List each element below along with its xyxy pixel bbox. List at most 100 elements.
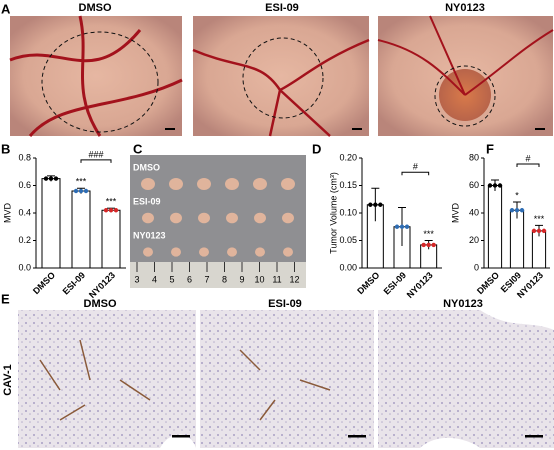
axis-label: CAV-1 bbox=[2, 364, 14, 396]
tumor bbox=[281, 178, 295, 190]
data-point bbox=[509, 208, 515, 213]
row-label: DMSO bbox=[133, 162, 160, 172]
data-point bbox=[541, 228, 547, 234]
data-point bbox=[378, 202, 383, 207]
x-tick-label: NY0123 bbox=[405, 270, 435, 300]
row-label: NY0123 bbox=[133, 230, 166, 240]
significance: # bbox=[413, 162, 418, 172]
bar bbox=[509, 209, 525, 269]
tumor bbox=[283, 247, 293, 257]
data-point bbox=[497, 183, 503, 188]
bar bbox=[487, 185, 503, 269]
tumor bbox=[141, 178, 155, 190]
data-point bbox=[53, 176, 59, 181]
bar bbox=[71, 190, 91, 269]
significance: ### bbox=[88, 149, 103, 159]
panel-c-image bbox=[130, 155, 306, 288]
axis-label: MVD bbox=[2, 203, 12, 224]
y-tick-label: 40 bbox=[469, 207, 479, 217]
y-tick-label: 0 bbox=[474, 262, 479, 272]
y-tick-label: 0.0 bbox=[18, 262, 31, 272]
bar bbox=[41, 178, 61, 269]
data-point bbox=[78, 188, 84, 194]
tumor bbox=[143, 247, 153, 257]
ruler-label: 5 bbox=[169, 274, 174, 284]
x-tick-label: NY0123 bbox=[87, 270, 117, 300]
significance: *** bbox=[534, 214, 545, 224]
bracket bbox=[401, 171, 430, 176]
y-tick-label: 0.00 bbox=[339, 262, 357, 272]
significance: * bbox=[515, 190, 519, 200]
panel-label: A bbox=[1, 1, 11, 16]
image-title: DMSO bbox=[79, 2, 112, 14]
axis-label: MVD bbox=[450, 203, 460, 224]
ruler-label: 4 bbox=[152, 274, 157, 284]
bracket bbox=[516, 163, 540, 167]
data-point bbox=[373, 202, 378, 207]
y-tick-label: 0.15 bbox=[339, 180, 357, 190]
y-tick-label: 0.20 bbox=[339, 152, 357, 162]
tumor bbox=[225, 178, 239, 190]
significance: *** bbox=[76, 177, 87, 187]
image-title: ESI-09 bbox=[265, 2, 299, 14]
ruler-label: 12 bbox=[289, 274, 299, 284]
tumor bbox=[198, 212, 210, 224]
ruler-label: 11 bbox=[272, 274, 281, 284]
data-point bbox=[431, 242, 436, 248]
x-tick-label: DMSO bbox=[475, 270, 501, 296]
y-tick-label: 0.4 bbox=[18, 207, 31, 217]
tumor bbox=[255, 247, 265, 257]
data-point bbox=[83, 188, 89, 194]
tumor bbox=[169, 178, 183, 190]
panel-label: D bbox=[312, 141, 321, 156]
tumor bbox=[197, 178, 211, 190]
x-tick-label: ESI-09 bbox=[61, 270, 88, 297]
data-point bbox=[113, 208, 119, 213]
data-point bbox=[103, 208, 109, 213]
image-title: DMSO bbox=[84, 298, 117, 310]
panel-label: F bbox=[486, 141, 494, 156]
y-tick-label: 60 bbox=[469, 180, 479, 190]
axis-label: Tumor Volume (cm³) bbox=[328, 172, 338, 254]
data-point bbox=[487, 183, 493, 188]
tumor bbox=[171, 247, 181, 257]
data-point bbox=[514, 208, 520, 213]
data-point bbox=[426, 242, 431, 248]
y-tick-label: 0.10 bbox=[339, 207, 357, 217]
data-point bbox=[536, 228, 542, 234]
y-tick-label: 0.05 bbox=[339, 235, 357, 245]
y-tick-label: 0.2 bbox=[18, 235, 31, 245]
panel-label: B bbox=[1, 141, 10, 156]
panel-label: C bbox=[133, 141, 143, 156]
data-point bbox=[399, 224, 405, 229]
ruler-label: 10 bbox=[254, 274, 264, 284]
ruler-label: 8 bbox=[222, 274, 227, 284]
ruler-label: 9 bbox=[239, 274, 244, 284]
data-point bbox=[519, 208, 525, 213]
tumor bbox=[142, 212, 154, 224]
bar bbox=[531, 230, 547, 269]
ruler-label: 7 bbox=[204, 274, 209, 284]
significance: # bbox=[525, 153, 530, 163]
data-point bbox=[531, 228, 537, 234]
tumor bbox=[282, 212, 294, 224]
y-tick-label: 0.8 bbox=[18, 152, 31, 162]
ruler-label: 3 bbox=[134, 274, 139, 284]
panel-e-images bbox=[18, 310, 554, 448]
y-tick-label: 20 bbox=[469, 235, 479, 245]
ruler-label: 6 bbox=[187, 274, 192, 284]
bar bbox=[101, 209, 121, 269]
significance: *** bbox=[106, 197, 117, 207]
data-point bbox=[492, 183, 498, 188]
data-point bbox=[48, 176, 54, 181]
data-point bbox=[43, 176, 49, 181]
tumor bbox=[170, 212, 182, 224]
data-point bbox=[394, 224, 400, 229]
tumor bbox=[226, 212, 238, 224]
data-point bbox=[73, 188, 79, 194]
data-point bbox=[108, 208, 114, 213]
data-point bbox=[368, 202, 373, 207]
data-point bbox=[421, 242, 426, 248]
